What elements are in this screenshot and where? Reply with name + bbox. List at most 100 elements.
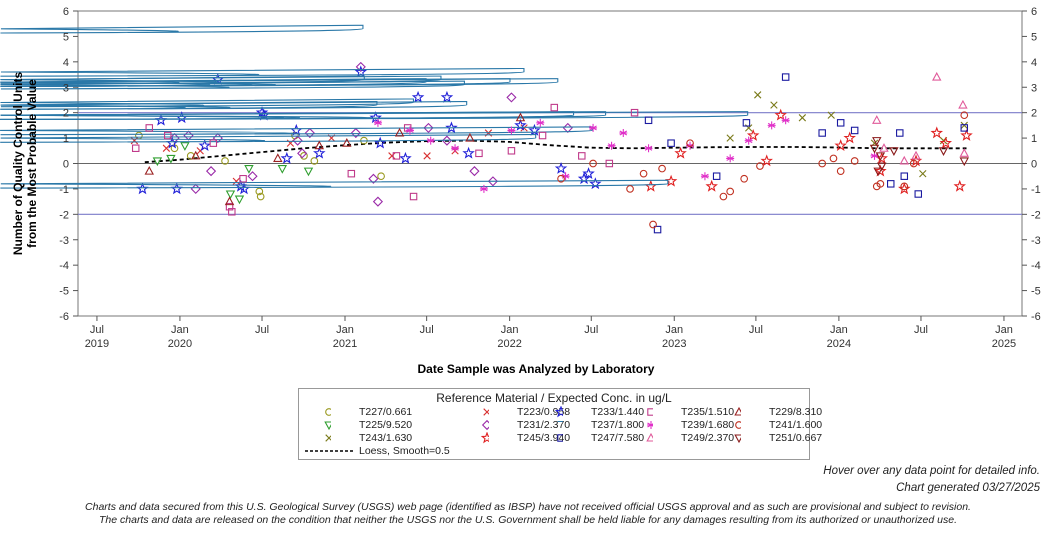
- data-point[interactable]: [870, 151, 879, 160]
- data-point[interactable]: [507, 126, 516, 135]
- data-point[interactable]: [475, 149, 483, 158]
- data-point[interactable]: [225, 190, 236, 200]
- data-point[interactable]: [896, 129, 904, 137]
- data-point[interactable]: [164, 131, 172, 140]
- data-point[interactable]: [273, 153, 283, 162]
- data-point[interactable]: [630, 108, 639, 117]
- data-point[interactable]: [144, 165, 154, 175]
- data-point[interactable]: [700, 172, 709, 181]
- data-point[interactable]: [426, 136, 435, 145]
- data-point[interactable]: [373, 118, 382, 127]
- legend-marker-shape[interactable]: [481, 419, 489, 431]
- data-point[interactable]: [930, 126, 944, 139]
- data-point[interactable]: [310, 157, 319, 165]
- data-point[interactable]: [932, 71, 942, 81]
- data-point[interactable]: [255, 106, 269, 118]
- data-point[interactable]: [232, 177, 240, 185]
- data-point[interactable]: [198, 139, 211, 152]
- data-point[interactable]: [0, 78, 559, 87]
- data-point[interactable]: [744, 136, 753, 145]
- data-point[interactable]: [377, 172, 385, 181]
- legend-marker-shape[interactable]: [646, 432, 653, 442]
- data-point[interactable]: [781, 73, 790, 81]
- data-point[interactable]: [392, 152, 401, 160]
- data-point[interactable]: [674, 146, 687, 159]
- data-point[interactable]: [850, 157, 859, 165]
- data-point[interactable]: [465, 132, 475, 142]
- data-point[interactable]: [162, 144, 171, 152]
- data-point[interactable]: [872, 137, 882, 146]
- data-point[interactable]: [960, 121, 968, 130]
- data-point[interactable]: [667, 139, 675, 147]
- data-point[interactable]: [589, 123, 598, 132]
- data-point[interactable]: [225, 202, 234, 211]
- data-point[interactable]: [827, 111, 835, 119]
- data-point[interactable]: [746, 128, 760, 141]
- data-point[interactable]: [180, 142, 190, 151]
- data-point[interactable]: [440, 90, 454, 103]
- data-point[interactable]: [770, 101, 778, 109]
- legend-marker-shape[interactable]: [734, 406, 741, 416]
- data-point[interactable]: [589, 159, 597, 168]
- data-point[interactable]: [369, 111, 382, 124]
- data-point[interactable]: [756, 162, 764, 170]
- data-point[interactable]: [836, 119, 845, 127]
- data-point[interactable]: [578, 152, 586, 160]
- data-point[interactable]: [506, 92, 517, 103]
- data-point[interactable]: [394, 127, 405, 137]
- data-point[interactable]: [130, 136, 139, 145]
- data-point[interactable]: [303, 167, 314, 177]
- data-point[interactable]: [0, 24, 364, 34]
- data-point[interactable]: [726, 134, 734, 142]
- data-point[interactable]: [131, 144, 140, 153]
- legend-marker-shape[interactable]: [647, 421, 653, 429]
- data-point[interactable]: [582, 167, 595, 179]
- data-point[interactable]: [876, 179, 885, 188]
- data-point[interactable]: [520, 124, 528, 132]
- data-point[interactable]: [719, 192, 728, 201]
- legend-marker-shape[interactable]: [735, 421, 741, 429]
- data-point[interactable]: [255, 187, 264, 196]
- data-point[interactable]: [960, 124, 969, 132]
- data-point[interactable]: [664, 174, 678, 187]
- data-point[interactable]: [479, 184, 488, 193]
- legend-marker-shape[interactable]: [647, 408, 653, 416]
- data-point[interactable]: [774, 108, 787, 121]
- data-point[interactable]: [292, 135, 303, 146]
- data-point[interactable]: [399, 151, 412, 164]
- data-point[interactable]: [190, 150, 201, 160]
- data-point[interactable]: [462, 146, 475, 159]
- data-point[interactable]: [605, 159, 614, 168]
- data-point[interactable]: [342, 138, 352, 147]
- data-point[interactable]: [712, 172, 721, 180]
- data-point[interactable]: [451, 144, 460, 153]
- data-point[interactable]: [914, 190, 923, 198]
- legend-marker-shape[interactable]: [557, 420, 564, 426]
- data-point[interactable]: [644, 116, 653, 125]
- legend-marker-shape[interactable]: [324, 421, 331, 431]
- data-point[interactable]: [423, 152, 431, 160]
- data-point[interactable]: [953, 179, 967, 192]
- data-point[interactable]: [314, 140, 325, 150]
- data-point[interactable]: [959, 148, 969, 157]
- data-point[interactable]: [644, 144, 653, 153]
- data-point[interactable]: [686, 141, 695, 150]
- data-point[interactable]: [919, 169, 927, 178]
- data-point[interactable]: [0, 111, 749, 120]
- data-point[interactable]: [873, 167, 883, 177]
- data-point[interactable]: [239, 175, 247, 183]
- data-point[interactable]: [373, 136, 387, 149]
- data-point[interactable]: [536, 118, 545, 127]
- data-point[interactable]: [589, 177, 602, 190]
- data-point[interactable]: [550, 103, 559, 112]
- legend-marker-shape[interactable]: [554, 406, 563, 418]
- data-point[interactable]: [0, 67, 525, 77]
- data-point[interactable]: [742, 119, 751, 127]
- data-point[interactable]: [909, 159, 918, 168]
- data-point[interactable]: [889, 147, 899, 156]
- data-point[interactable]: [740, 174, 749, 183]
- data-point[interactable]: [355, 61, 366, 72]
- data-point[interactable]: [818, 129, 826, 137]
- data-point[interactable]: [872, 115, 882, 124]
- data-point[interactable]: [767, 121, 776, 130]
